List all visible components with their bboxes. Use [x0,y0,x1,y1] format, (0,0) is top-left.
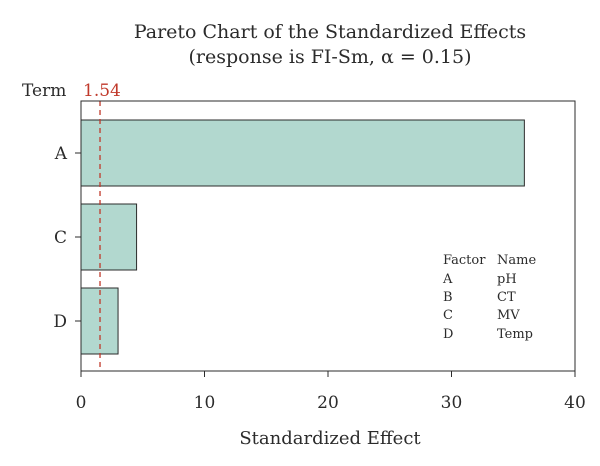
x-axis-label: Standardized Effect [239,428,421,449]
x-tick-label-40: 40 [564,393,586,413]
reference-line-label: 1.54 [83,81,121,101]
y-tick-label-a: A [54,144,68,164]
legend-factor-c: C [443,308,453,323]
chart-title: Pareto Chart of the Standardized Effects [134,21,526,43]
legend-header-factor: Factor [443,253,486,268]
bar-a [80,119,525,187]
x-tick-label-30: 30 [441,393,463,413]
y-ticks-layer: A C D [53,144,81,332]
legend-factor-d: D [443,327,453,342]
x-tick-label-10: 10 [194,393,216,413]
legend-name-temp: Temp [497,327,533,342]
chart-subtitle: (response is FI-Sm, α = 0.15) [189,46,472,68]
legend-header-name: Name [497,253,536,268]
x-ticks-layer: 0 10 20 30 40 [76,371,586,413]
x-tick-label-20: 20 [317,393,339,413]
x-tick-label-0: 0 [76,393,87,413]
bars-layer [80,119,525,355]
y-axis-label: Term [22,81,66,101]
legend-name-ct: CT [497,290,516,305]
legend-name-ph: pH [497,272,517,287]
legend-factor-b: B [443,290,453,305]
legend-factor-a: A [442,272,453,287]
legend: Factor Name A pH B CT C MV D Temp [442,253,536,342]
y-tick-label-c: C [54,228,67,248]
y-tick-label-d: D [53,312,67,332]
bar-c [80,203,138,271]
legend-name-mv: MV [497,308,520,323]
